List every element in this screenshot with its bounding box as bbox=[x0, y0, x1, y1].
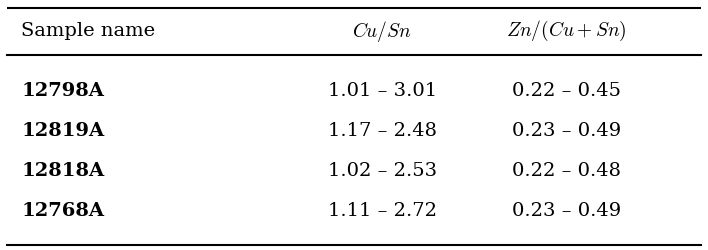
Text: 0.23 – 0.49: 0.23 – 0.49 bbox=[512, 202, 621, 220]
Text: $\mathit{Zn/(Cu+Sn)}$: $\mathit{Zn/(Cu+Sn)}$ bbox=[506, 19, 627, 43]
Text: 0.23 – 0.49: 0.23 – 0.49 bbox=[512, 122, 621, 140]
Text: $\mathit{Cu/Sn}$: $\mathit{Cu/Sn}$ bbox=[353, 19, 412, 44]
Text: 12768A: 12768A bbox=[21, 202, 104, 220]
Text: 12798A: 12798A bbox=[21, 82, 104, 100]
Text: 12818A: 12818A bbox=[21, 162, 104, 180]
Text: 1.02 – 2.53: 1.02 – 2.53 bbox=[328, 162, 437, 180]
Text: 1.01 – 3.01: 1.01 – 3.01 bbox=[328, 82, 437, 100]
Text: 0.22 – 0.48: 0.22 – 0.48 bbox=[512, 162, 621, 180]
Text: Sample name: Sample name bbox=[21, 22, 155, 40]
Text: 1.11 – 2.72: 1.11 – 2.72 bbox=[328, 202, 437, 220]
Text: 0.22 – 0.45: 0.22 – 0.45 bbox=[512, 82, 621, 100]
Text: 1.17 – 2.48: 1.17 – 2.48 bbox=[328, 122, 437, 140]
Text: 12819A: 12819A bbox=[21, 122, 104, 140]
